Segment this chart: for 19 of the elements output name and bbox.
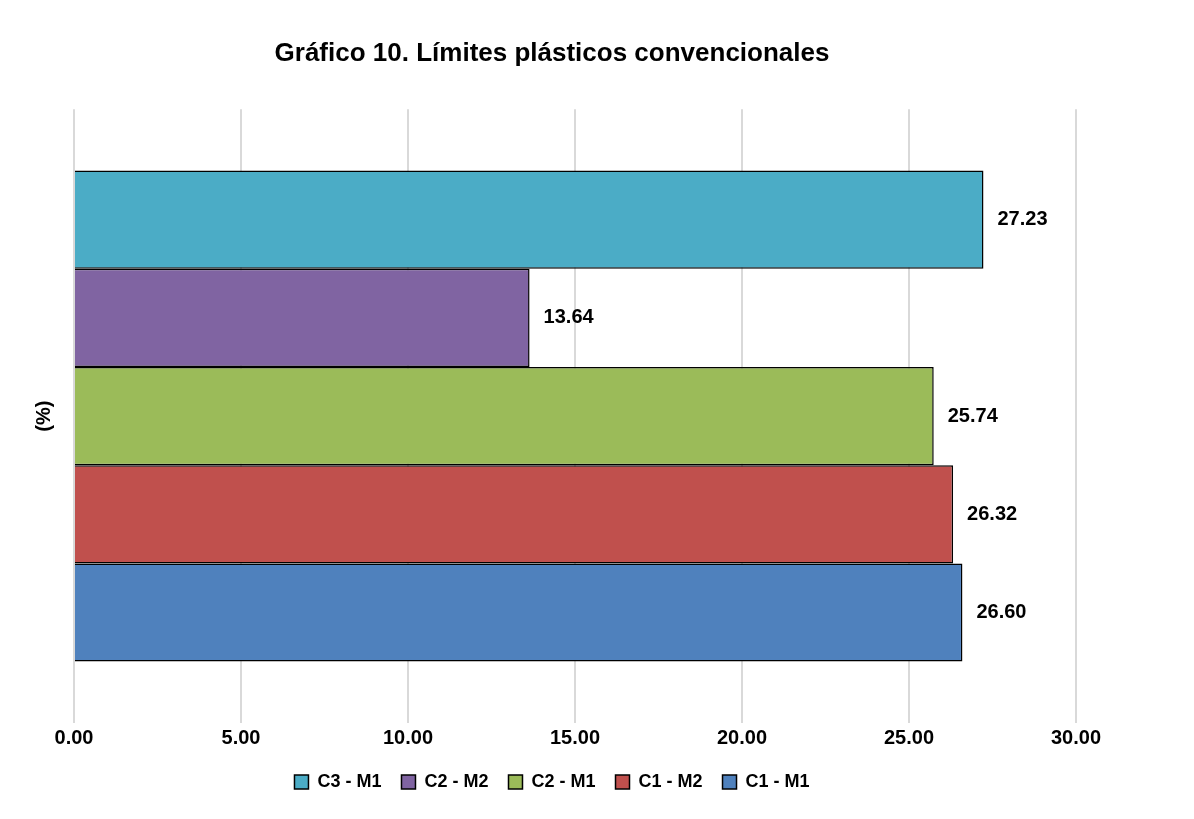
data-label: 27.23	[997, 207, 1048, 230]
x-tick-label: 5.00	[221, 725, 261, 748]
data-label: 26.32	[967, 501, 1018, 524]
x-tick-label: 15.00	[549, 725, 601, 748]
x-tick-label: 10.00	[382, 725, 434, 748]
y-axis-title: (%)	[31, 400, 54, 432]
legend-label: C1 - M1	[745, 770, 810, 791]
legend-label: C2 - M1	[531, 770, 596, 791]
x-tick-label: 25.00	[883, 725, 935, 748]
x-tick-label: 30.00	[1050, 725, 1102, 748]
data-label: 13.64	[543, 305, 595, 328]
data-label: 26.60	[976, 600, 1027, 623]
data-label: 25.74	[947, 403, 999, 426]
legend-label: C1 - M2	[638, 770, 703, 791]
x-tick-label: 20.00	[716, 725, 768, 748]
legend-label: C2 - M2	[424, 770, 489, 791]
legend-label: C3 - M1	[317, 770, 382, 791]
chart-title: Gráfico 10. Límites plásticos convencionales	[274, 36, 830, 67]
x-tick-label: 0.00	[54, 725, 94, 748]
